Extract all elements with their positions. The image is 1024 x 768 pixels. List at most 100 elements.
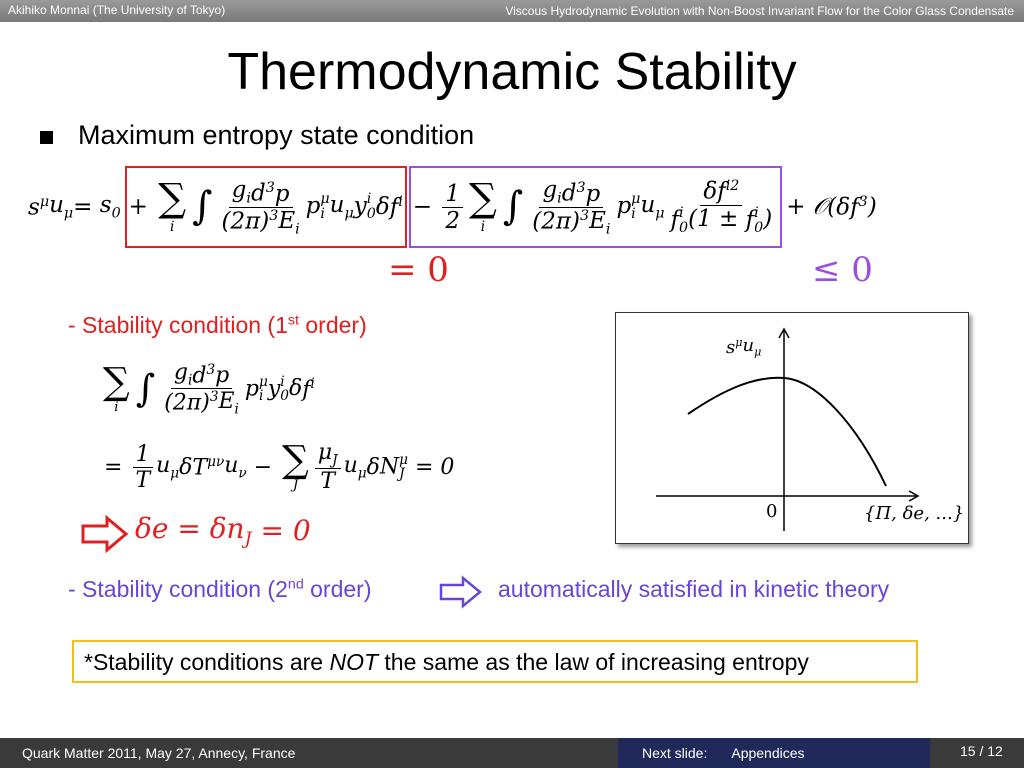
symbol-base: s <box>99 192 112 219</box>
footer-left: Quark Matter 2011, May 27, Annecy, Franc… <box>0 738 618 768</box>
conference: Quark Matter 2011, May 27, Annecy, Franc… <box>22 745 296 761</box>
superscript: i2 <box>725 178 740 195</box>
math-text: T <box>320 469 336 495</box>
symbol-base: δf <box>836 194 859 221</box>
graph <box>656 327 920 531</box>
symbol-base: T <box>192 455 208 481</box>
label-text: - Stability condition (1 <box>68 312 288 338</box>
symbol-base: u <box>49 192 64 219</box>
stability-2-result: automatically satisfied in kinetic theor… <box>498 576 890 602</box>
symbol-base: p <box>616 193 632 219</box>
stability-1-label: - Stability condition (1st order) <box>68 312 367 339</box>
operator: ∫ <box>136 369 155 407</box>
numerator: 1 <box>132 442 153 468</box>
math-text: − <box>412 194 440 220</box>
superscript: i <box>310 375 315 392</box>
subscript: i <box>295 221 300 238</box>
fraction: gi d3 p (2π)3 Ei <box>219 177 303 237</box>
superscript: i <box>366 191 372 208</box>
subscript: μ <box>170 465 180 482</box>
graph-origin: 0 <box>766 501 778 522</box>
denominator: T <box>317 469 338 494</box>
superscript: μν <box>207 454 225 471</box>
subscript: J <box>332 452 338 469</box>
bullet-square <box>40 131 53 144</box>
footer-right: 15 / 12 <box>930 738 1024 768</box>
math-text: − <box>246 454 280 480</box>
numerator: gi d3 p <box>539 177 604 208</box>
math-symbol: s0 <box>100 192 121 222</box>
symbol-base: E <box>218 389 235 415</box>
math-symbol: sμ <box>726 336 743 358</box>
math-text: = 0 <box>408 454 455 480</box>
math-symbol: δf3 <box>836 194 867 221</box>
symbol-base: f <box>670 206 680 233</box>
subscript: 0 <box>280 387 289 404</box>
denominator: (2π)3 Ei <box>529 208 613 238</box>
fraction: gi d3 p (2π)3 Ei <box>529 177 613 237</box>
math-symbol: μJ <box>318 440 338 468</box>
second-order-result: ≤ 0 <box>812 250 873 290</box>
next-label: Next slide: <box>642 745 708 761</box>
math-text: p <box>215 363 230 389</box>
talk-title: Viscous Hydrodynamic Evolution with Non-… <box>505 4 1014 18</box>
eq-rest: + 𝒪(δf3) <box>786 194 876 221</box>
math-text: δ <box>366 454 380 480</box>
eq-lhs: sμ uμ = s0 <box>28 192 121 222</box>
operator-index: J <box>292 478 299 494</box>
operator: ∑ J <box>282 440 309 494</box>
operator: ∑ i <box>469 179 497 234</box>
subscript: 0 <box>111 205 121 222</box>
next-value[interactable]: Appendices <box>731 745 805 761</box>
symbol-base: s <box>28 194 40 221</box>
graph-x-label: {Π, δe, ...} <box>864 503 965 524</box>
subscript: i <box>187 372 193 389</box>
note-text: *Stability conditions are <box>84 649 330 675</box>
superscript: 3 <box>576 179 586 196</box>
numerator: 1 <box>442 181 464 208</box>
subscript: i <box>246 190 251 207</box>
superscript: i <box>754 204 759 221</box>
math-symbol: (2π)3 <box>532 208 589 238</box>
operator-index: i <box>114 400 119 416</box>
math-symbol: Tμν <box>192 454 224 480</box>
superscript: μ <box>39 193 50 210</box>
superscript: μ <box>399 451 408 468</box>
subscript: μ <box>63 205 74 222</box>
subscript: J <box>399 466 405 483</box>
symbol-base: E <box>589 207 606 234</box>
label-text: - Stability condition (2 <box>68 576 288 602</box>
fraction: μJ T <box>314 440 341 494</box>
symbol-base: g <box>231 176 247 203</box>
subscript: μ <box>754 345 762 359</box>
label-text: order) <box>298 312 367 338</box>
math-symbol: Ei <box>218 389 238 417</box>
footer-next[interactable]: Next slide: Appendices <box>618 738 930 768</box>
superscript: 3 <box>209 389 219 406</box>
operator: ∫ <box>192 187 212 226</box>
symbol-base: u <box>742 335 755 356</box>
author: Akihiko Monnai (The University of Tokyo) <box>8 3 226 17</box>
symbol-base: E <box>278 207 296 234</box>
superscript: μ <box>320 191 330 208</box>
math-text: δ <box>288 376 303 402</box>
denominator: 2 <box>442 208 463 234</box>
numerator: gi d3 p <box>228 176 293 208</box>
symbol-base: y <box>353 193 367 219</box>
subscript: ν <box>238 465 247 482</box>
math-symbol: fi <box>390 194 403 221</box>
math-symbol: d3 <box>192 362 215 388</box>
math-text: = <box>104 454 130 480</box>
operator: ∫ <box>503 187 523 226</box>
math-symbol: uμ <box>743 335 762 359</box>
symbol-base: μ <box>317 440 333 465</box>
math-text: δ <box>179 454 193 480</box>
superscript: i <box>280 373 285 390</box>
